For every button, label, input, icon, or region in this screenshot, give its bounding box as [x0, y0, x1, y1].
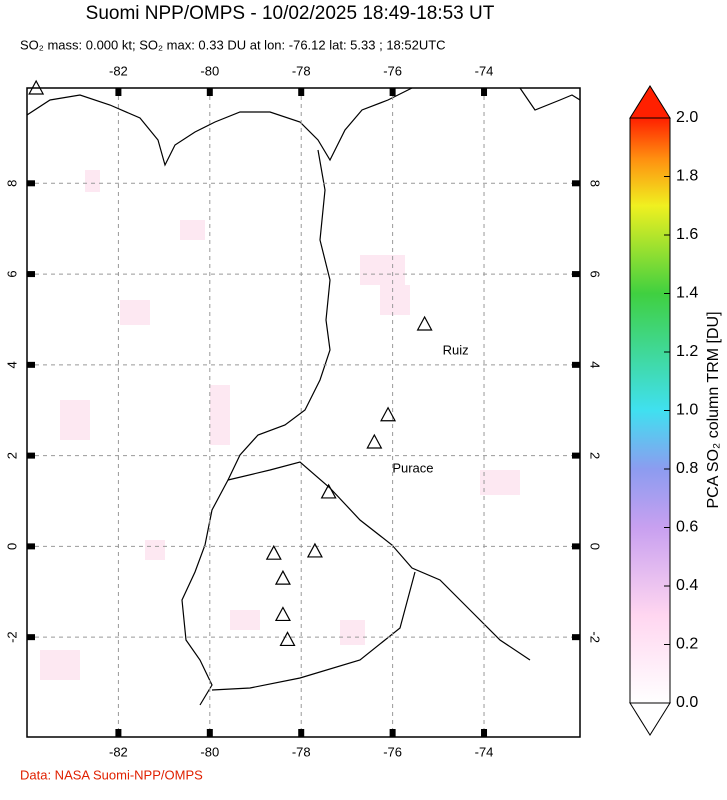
volcano	[320, 483, 337, 499]
x-tick-label: -76	[383, 63, 402, 78]
y-tick-label: 6	[588, 270, 603, 277]
x-tick-label: -82	[109, 63, 128, 78]
y-tick-label: 8	[588, 180, 603, 187]
x-tick-label: -78	[292, 744, 311, 759]
volcano-label: Purace	[392, 460, 433, 475]
colorbar-tick-label: 0.0	[676, 694, 698, 711]
x-tick-label: -74	[475, 63, 494, 78]
y-tick-label: 0	[4, 543, 19, 550]
subtitle: SO₂ mass: 0.000 kt; SO₂ max: 0.33 DU at …	[20, 37, 446, 52]
y-tick-label: 2	[4, 452, 19, 459]
coastline	[27, 88, 413, 167]
coastline	[181, 149, 331, 706]
volcano	[265, 544, 282, 560]
y-tick-label: 4	[588, 361, 603, 368]
volcano	[279, 631, 296, 647]
volcano	[274, 606, 291, 622]
x-tick-label: -82	[109, 744, 128, 759]
y-tick-label: -2	[4, 631, 19, 643]
colorbar-tick-label: 0.6	[676, 519, 698, 536]
volcano-label: Ruiz	[443, 342, 469, 357]
volcano	[306, 542, 323, 558]
colorbar-label: PCA SO₂ column TRM [DU]	[705, 311, 722, 508]
title: Suomi NPP/OMPS - 10/02/2025 18:49-18:53 …	[86, 3, 495, 24]
volcano	[274, 569, 291, 585]
x-tick-label: -80	[200, 744, 219, 759]
colorbar-max-arrow	[629, 85, 671, 119]
colorbar-tick-label: 0.8	[676, 460, 698, 477]
map-overlay: Ruiz Purace	[27, 79, 580, 737]
volcano	[416, 315, 433, 331]
x-tick-label: -76	[383, 744, 402, 759]
credit: Data: NASA Suomi-NPP/OMPS	[20, 767, 203, 782]
map-background	[27, 88, 580, 737]
colorbar-tick-label: 1.6	[676, 226, 698, 243]
map-layer	[27, 88, 580, 706]
colorbar-tick-label: 1.4	[676, 285, 698, 302]
border	[211, 571, 416, 691]
y-tick-label: 6	[4, 270, 19, 277]
colorbar-min-arrow	[629, 702, 671, 736]
colorbar-tick-label: 1.8	[676, 168, 698, 185]
x-tick-label: -74	[475, 744, 494, 759]
colorbar-tick-label: 2.0	[676, 109, 698, 126]
y-tick-label: 0	[588, 543, 603, 550]
y-tick-label: 8	[4, 180, 19, 187]
y-tick-label: 4	[4, 361, 19, 368]
border	[227, 461, 531, 661]
volcano	[366, 433, 383, 449]
volcano	[380, 406, 397, 422]
coastline	[519, 88, 580, 111]
colorbar-tick-label: 0.4	[676, 577, 698, 594]
colorbar-tick-label: 1.0	[676, 402, 698, 419]
colorbar-tick-label: 0.2	[676, 636, 698, 653]
map-frame	[26, 87, 581, 738]
so2-pixels	[40, 170, 520, 680]
x-tick-label: -78	[292, 63, 311, 78]
colorbar-tick-label: 1.2	[676, 343, 698, 360]
y-tick-label: 2	[588, 452, 603, 459]
y-tick-label: -2	[588, 631, 603, 643]
x-tick-label: -80	[200, 63, 219, 78]
